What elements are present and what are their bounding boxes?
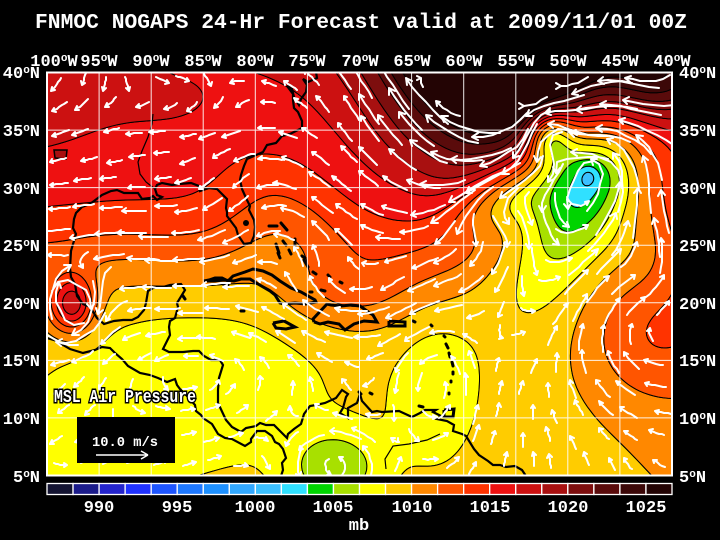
svg-text:40oW: 40oW — [653, 53, 691, 72]
svg-text:20oN: 20oN — [679, 296, 716, 315]
svg-text:1015: 1015 — [470, 499, 511, 518]
svg-text:1010: 1010 — [392, 499, 433, 518]
svg-text:1020: 1020 — [548, 499, 589, 518]
svg-text:40oN: 40oN — [679, 65, 716, 84]
svg-text:30oN: 30oN — [3, 181, 40, 200]
svg-text:5oN: 5oN — [13, 469, 40, 488]
svg-text:20oN: 20oN — [3, 296, 40, 315]
svg-text:65oW: 65oW — [393, 53, 431, 72]
svg-text:50oW: 50oW — [549, 53, 587, 72]
svg-text:85oW: 85oW — [184, 53, 222, 72]
svg-text:95oW: 95oW — [80, 53, 118, 72]
svg-text:25oN: 25oN — [3, 238, 40, 257]
svg-text:1025: 1025 — [626, 499, 667, 518]
svg-text:10oN: 10oN — [679, 411, 716, 430]
svg-text:5oN: 5oN — [679, 469, 706, 488]
svg-text:FNMOC NOGAPS 24-Hr Forecast va: FNMOC NOGAPS 24-Hr Forecast valid at 200… — [35, 12, 687, 35]
svg-text:1000: 1000 — [235, 499, 276, 518]
svg-text:10oN: 10oN — [3, 411, 40, 430]
svg-text:70oW: 70oW — [341, 53, 379, 72]
svg-text:1005: 1005 — [313, 499, 354, 518]
svg-text:15oN: 15oN — [679, 353, 716, 372]
svg-text:35oN: 35oN — [679, 123, 716, 142]
svg-text:40oN: 40oN — [3, 65, 40, 84]
svg-text:10.0 m/s: 10.0 m/s — [92, 435, 158, 451]
svg-text:990: 990 — [84, 499, 115, 518]
svg-text:90oW: 90oW — [132, 53, 170, 72]
svg-text:60oW: 60oW — [445, 53, 483, 72]
svg-text:MSL Air Pressure: MSL Air Pressure — [54, 388, 196, 408]
svg-text:80oW: 80oW — [236, 53, 274, 72]
svg-text:55oW: 55oW — [497, 53, 535, 72]
svg-text:35oN: 35oN — [3, 123, 40, 142]
svg-text:mb: mb — [349, 517, 369, 536]
svg-text:30oN: 30oN — [679, 181, 716, 200]
svg-text:25oN: 25oN — [679, 238, 716, 257]
svg-text:15oN: 15oN — [3, 353, 40, 372]
svg-text:75oW: 75oW — [288, 53, 326, 72]
svg-text:45oW: 45oW — [601, 53, 639, 72]
svg-text:995: 995 — [162, 499, 193, 518]
